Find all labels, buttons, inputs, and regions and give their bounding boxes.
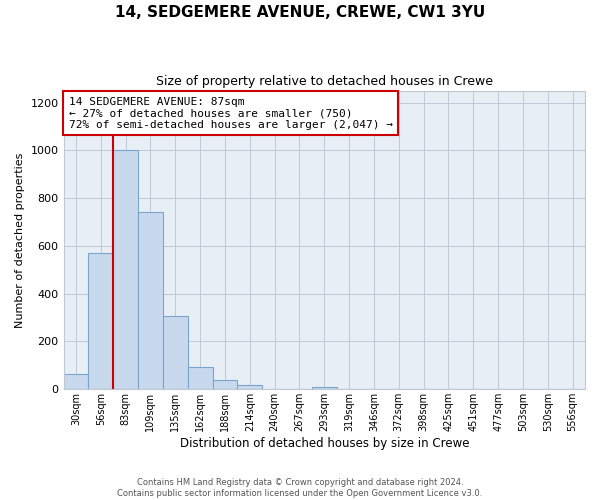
Bar	[64, 374, 88, 390]
Title: Size of property relative to detached houses in Crewe: Size of property relative to detached ho…	[156, 75, 493, 88]
Text: 14 SEDGEMERE AVENUE: 87sqm
← 27% of detached houses are smaller (750)
72% of sem: 14 SEDGEMERE AVENUE: 87sqm ← 27% of deta…	[69, 96, 393, 130]
Bar	[312, 387, 337, 390]
Text: 14, SEDGEMERE AVENUE, CREWE, CW1 3YU: 14, SEDGEMERE AVENUE, CREWE, CW1 3YU	[115, 5, 485, 20]
Bar	[188, 366, 212, 390]
Bar	[212, 380, 238, 390]
Text: Contains HM Land Registry data © Crown copyright and database right 2024.
Contai: Contains HM Land Registry data © Crown c…	[118, 478, 482, 498]
Bar	[113, 150, 138, 390]
Bar	[163, 316, 188, 390]
X-axis label: Distribution of detached houses by size in Crewe: Distribution of detached houses by size …	[179, 437, 469, 450]
Bar	[88, 253, 113, 390]
Y-axis label: Number of detached properties: Number of detached properties	[15, 152, 25, 328]
Bar	[138, 212, 163, 390]
Bar	[238, 384, 262, 390]
